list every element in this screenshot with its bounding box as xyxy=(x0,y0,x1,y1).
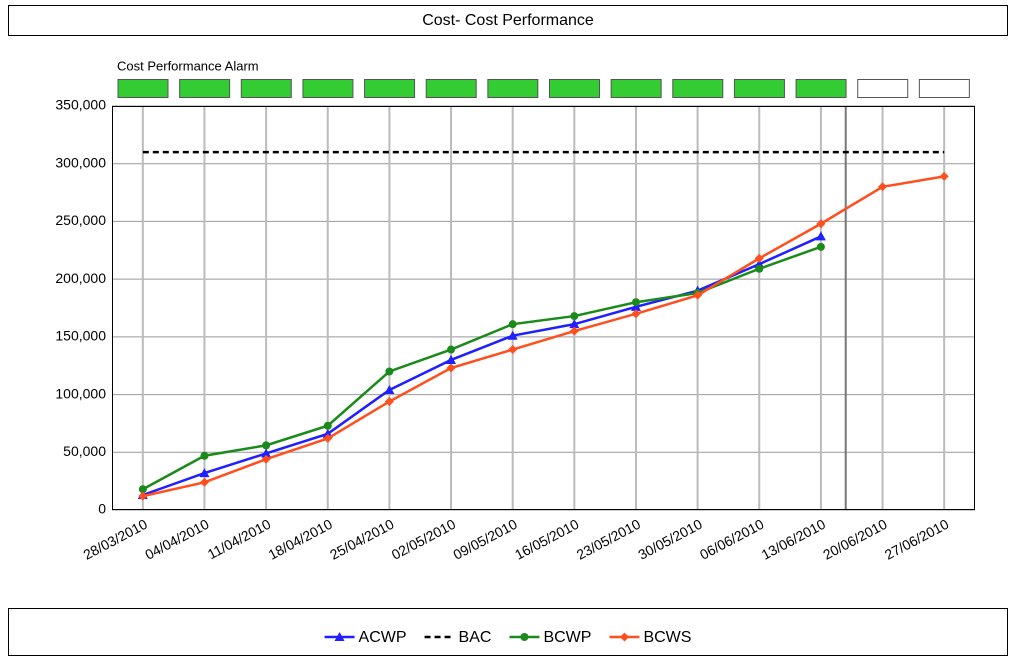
point xyxy=(199,477,209,487)
point xyxy=(507,330,518,340)
point xyxy=(630,301,641,311)
point xyxy=(384,396,394,406)
alarm-indicator xyxy=(672,79,724,98)
x-tick-label: 28/03/2010 xyxy=(81,516,151,563)
alarm-indicator xyxy=(733,79,785,98)
x-tick-label: 04/04/2010 xyxy=(142,516,212,563)
y-tick-label: 300,000 xyxy=(55,154,106,170)
point xyxy=(200,451,209,460)
y-tick-label: 0 xyxy=(98,501,106,517)
x-tick-label: 13/06/2010 xyxy=(759,516,829,563)
alarm-indicator xyxy=(795,79,847,98)
legend-box xyxy=(8,608,1008,656)
alarm-indicator xyxy=(179,79,231,98)
point xyxy=(816,219,826,229)
point xyxy=(323,421,332,430)
point xyxy=(569,319,580,329)
series-line xyxy=(142,175,945,498)
x-tick-label: 06/06/2010 xyxy=(697,516,767,563)
point xyxy=(569,326,579,336)
x-tick-label: 20/06/2010 xyxy=(820,516,890,563)
point xyxy=(693,290,703,300)
alarm-label: Cost Performance Alarm xyxy=(117,58,259,73)
point xyxy=(385,367,394,376)
point xyxy=(508,320,517,329)
point xyxy=(755,264,764,273)
alarm-indicator xyxy=(425,79,477,98)
alarm-indicator xyxy=(364,79,416,98)
point xyxy=(138,491,148,501)
y-tick-label: 150,000 xyxy=(55,328,106,344)
legend-label: BCWP xyxy=(543,629,591,646)
x-tick-label: 25/04/2010 xyxy=(327,516,397,563)
point xyxy=(619,632,629,642)
plot-area xyxy=(112,106,975,510)
point xyxy=(631,298,640,307)
point xyxy=(261,448,272,458)
y-tick-label: 50,000 xyxy=(63,443,106,459)
title-box xyxy=(8,5,1008,36)
point xyxy=(631,309,641,319)
point xyxy=(323,433,333,443)
legend-label: ACWP xyxy=(359,629,407,646)
x-tick-label: 27/06/2010 xyxy=(882,516,952,563)
x-tick-label: 23/05/2010 xyxy=(574,516,644,563)
alarm-indicator xyxy=(610,79,662,98)
point xyxy=(816,242,825,251)
point xyxy=(199,468,210,478)
plot-border xyxy=(112,106,975,510)
point xyxy=(262,441,271,450)
x-tick-label: 18/04/2010 xyxy=(266,516,336,563)
point xyxy=(878,182,888,192)
point xyxy=(334,632,345,641)
point xyxy=(446,363,456,373)
alarm-indicator xyxy=(857,79,909,98)
y-tick-label: 100,000 xyxy=(55,385,106,401)
x-tick-label: 16/05/2010 xyxy=(512,516,582,563)
legend-item: BCWS xyxy=(609,629,691,646)
chart-title: Cost- Cost Performance xyxy=(422,12,594,29)
y-tick-label: 250,000 xyxy=(55,212,106,228)
legend-item: BAC xyxy=(424,629,492,646)
legend-item: BCWP xyxy=(509,629,591,646)
x-tick-label: 02/05/2010 xyxy=(389,516,459,563)
point xyxy=(754,253,764,263)
alarm-indicator xyxy=(240,79,292,98)
point xyxy=(384,384,395,394)
x-tick-label: 09/05/2010 xyxy=(450,516,520,563)
legend-label: BCWS xyxy=(643,629,691,646)
alarm-indicator xyxy=(302,79,354,98)
legend-item: ACWP xyxy=(324,629,407,646)
x-tick-label: 11/04/2010 xyxy=(205,516,274,563)
y-tick-label: 200,000 xyxy=(55,270,106,286)
alarm-indicator xyxy=(549,79,600,98)
series-line xyxy=(142,235,822,497)
alarm-indicator xyxy=(117,79,169,98)
point xyxy=(447,345,456,354)
y-tick-label: 350,000 xyxy=(55,97,106,113)
legend-label: BAC xyxy=(459,629,492,646)
point xyxy=(138,485,147,494)
point xyxy=(508,345,518,355)
x-tick-label: 30/05/2010 xyxy=(635,516,705,563)
point xyxy=(939,171,949,181)
point xyxy=(261,454,271,464)
point xyxy=(570,312,579,321)
alarm-indicator xyxy=(487,79,539,98)
point xyxy=(520,633,529,641)
point xyxy=(815,231,826,241)
alarm-indicator xyxy=(918,79,970,98)
point xyxy=(446,354,457,364)
